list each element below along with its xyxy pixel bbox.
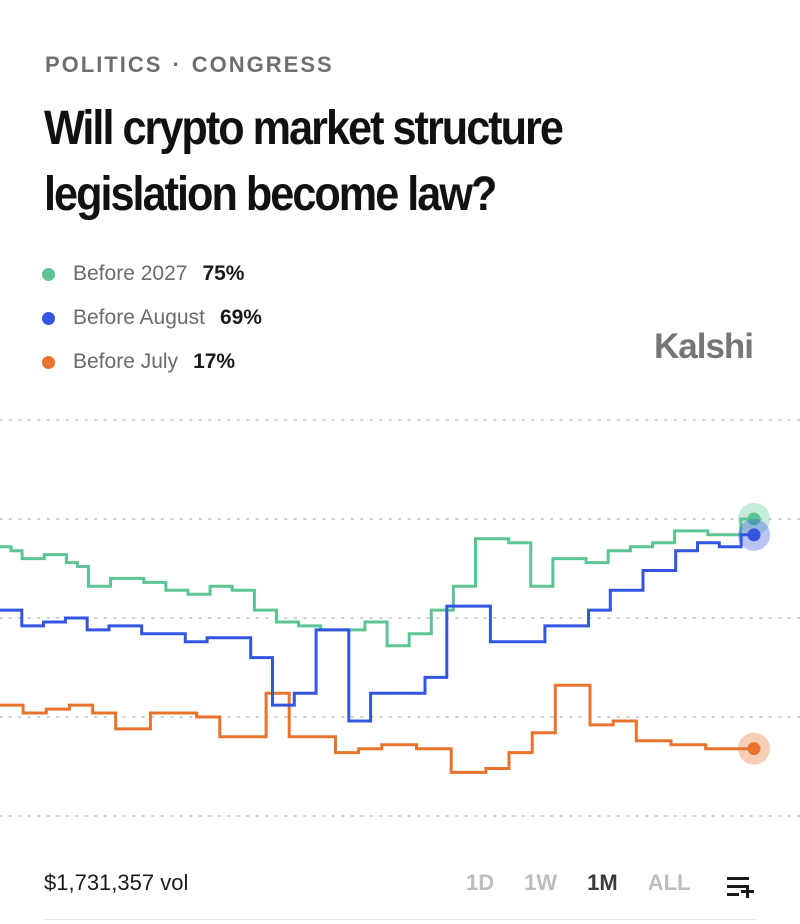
chart-legend: Before 2027 75% Before August 69% Before… bbox=[42, 252, 262, 384]
endpoint-dot bbox=[747, 512, 761, 526]
range-all-button[interactable]: ALL bbox=[647, 870, 691, 895]
series-line-before-2027 bbox=[0, 517, 752, 648]
legend-dot-green bbox=[42, 267, 55, 281]
probability-chart[interactable] bbox=[0, 400, 800, 830]
range-1d-button[interactable]: 1D bbox=[466, 870, 495, 895]
kalshi-logo: Kalshi bbox=[654, 327, 754, 366]
legend-series-value: 75% bbox=[202, 262, 245, 285]
legend-item-before-2027: Before 2027 75% bbox=[42, 252, 262, 296]
legend-item-before-august: Before August 69% bbox=[42, 296, 262, 340]
legend-item-before-july: Before July 17% bbox=[42, 340, 262, 384]
breadcrumb-separator: · bbox=[172, 52, 182, 77]
breadcrumb-subcategory[interactable]: CONGRESS bbox=[191, 52, 334, 77]
breadcrumb-category[interactable]: POLITICS bbox=[45, 52, 163, 77]
time-range-selector: 1D 1W 1M ALL bbox=[466, 870, 720, 896]
legend-series-value: 69% bbox=[219, 306, 262, 329]
bottom-divider bbox=[44, 919, 756, 920]
legend-dot-orange bbox=[42, 355, 55, 369]
chart-endpoints bbox=[738, 503, 770, 765]
legend-series-name: Before 2027 bbox=[73, 262, 188, 285]
volume-label: $1,731,357 vol bbox=[44, 870, 189, 895]
endpoint-dot bbox=[747, 742, 761, 756]
chart-grid bbox=[0, 419, 800, 817]
legend-dot-blue bbox=[42, 311, 55, 325]
series-line-before-july bbox=[0, 683, 752, 774]
legend-series-name: Before July bbox=[73, 350, 179, 373]
chart-series-lines bbox=[0, 517, 752, 774]
endpoint-dot bbox=[747, 528, 761, 542]
list-add-icon[interactable] bbox=[727, 876, 759, 898]
range-1w-button[interactable]: 1W bbox=[524, 870, 558, 895]
breadcrumb: POLITICS · CONGRESS bbox=[45, 52, 334, 78]
legend-series-value: 17% bbox=[193, 350, 236, 373]
legend-series-name: Before August bbox=[73, 306, 205, 329]
series-line-before-august bbox=[0, 533, 752, 723]
market-title: Will crypto market structure legislation… bbox=[44, 102, 564, 221]
range-1m-button[interactable]: 1M bbox=[587, 870, 618, 895]
